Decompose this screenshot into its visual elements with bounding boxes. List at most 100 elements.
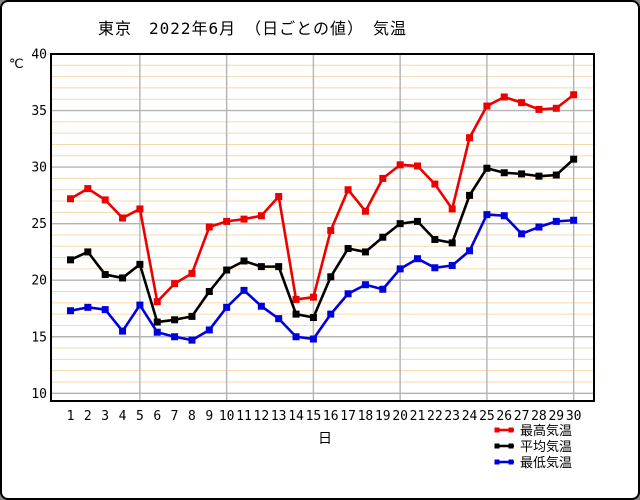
data-point-marker [171,316,179,324]
series-line-0 [69,93,575,303]
data-point-marker [414,255,421,263]
x-tick-label: 24 [462,409,478,424]
data-point-marker [205,326,213,334]
data-point-marker [535,223,543,231]
data-point-marker [518,170,526,178]
x-tick-label: 13 [271,409,287,424]
y-tick-label: 10 [31,387,47,402]
x-tick-label: 18 [358,409,374,424]
data-point-marker [240,215,248,223]
data-point-marker [171,333,179,341]
data-point-marker [379,174,387,182]
data-point-marker [136,260,144,268]
data-point-marker [153,328,161,336]
data-point-marker [292,310,300,318]
legend-item-1: 平均気温 [494,438,572,455]
data-point-marker [275,193,283,201]
data-point-marker [500,212,508,220]
data-point-marker [535,172,543,180]
data-point-marker [84,185,92,193]
data-point-marker [257,212,265,220]
data-point-marker [344,245,352,253]
x-tick-label: 16 [323,409,339,424]
data-point-marker [361,248,369,256]
x-tick-label: 7 [171,409,179,424]
data-point-marker [188,312,196,320]
data-point-marker [483,102,491,110]
x-tick-label: 10 [219,409,235,424]
data-point-marker [500,93,508,101]
data-point-marker [67,195,74,203]
data-point-marker [552,217,560,225]
data-point-marker [101,196,109,204]
x-tick-label: 22 [427,409,443,424]
x-tick-label: 3 [101,409,109,424]
data-point-marker [292,295,300,303]
data-point-marker [223,303,231,311]
data-point-marker [448,261,456,269]
plot-frame [50,53,595,402]
legend-item-2: 最低気温 [494,454,572,471]
data-point-marker [518,230,526,238]
x-tick-label: 17 [340,409,356,424]
x-tick-label: 25 [479,409,495,424]
data-point-marker [327,273,335,281]
data-point-marker [84,303,92,311]
data-point-marker [275,263,283,271]
x-tick-label: 4 [119,409,127,424]
x-tick-label: 29 [548,409,564,424]
data-point-marker [119,274,127,282]
data-point-marker [483,211,491,219]
data-point-marker [309,335,317,343]
data-point-marker [309,314,317,322]
data-point-marker [379,285,387,293]
legend-swatch-icon [494,459,514,464]
data-point-marker [188,336,196,344]
x-axis-title: 日 [318,431,332,447]
y-tick-label: 30 [31,161,47,176]
data-point-marker [327,310,335,318]
data-point-marker [101,271,109,279]
data-point-marker [466,247,474,255]
y-tick-label: 35 [31,104,47,119]
data-point-marker [67,256,74,264]
y-tick-label: 20 [31,274,47,289]
data-point-marker [171,280,179,288]
data-point-marker [448,205,456,213]
data-point-marker [153,298,161,306]
legend-swatch-icon [494,427,514,432]
x-tick-label: 8 [188,409,196,424]
data-point-marker [84,248,92,256]
data-point-marker [448,239,456,247]
data-point-marker [275,315,283,323]
data-point-marker [431,180,439,188]
data-point-marker [119,327,127,335]
data-point-marker [327,226,335,234]
data-point-marker [153,318,161,326]
data-point-marker [101,306,109,314]
x-tick-label: 19 [375,409,391,424]
x-tick-label: 23 [444,409,460,424]
series-line-2 [70,213,574,342]
data-point-marker [552,104,560,112]
data-point-marker [240,257,248,265]
data-point-marker [379,233,387,241]
data-point-marker [205,288,213,296]
data-point-marker [188,269,196,277]
data-point-marker [396,265,404,273]
data-point-marker [396,220,404,228]
data-point-marker [136,205,144,213]
data-point-marker [570,155,578,163]
y-tick-label: 40 [31,48,47,63]
data-point-marker [396,161,404,169]
data-point-marker [67,307,74,315]
x-tick-label: 15 [306,409,322,424]
data-point-marker [466,134,474,142]
data-point-marker [518,99,526,107]
x-tick-label: 5 [136,409,144,424]
x-tick-label: 26 [496,409,512,424]
x-tick-label: 1 [67,409,75,424]
data-point-marker [431,264,439,272]
x-tick-label: 9 [205,409,213,424]
